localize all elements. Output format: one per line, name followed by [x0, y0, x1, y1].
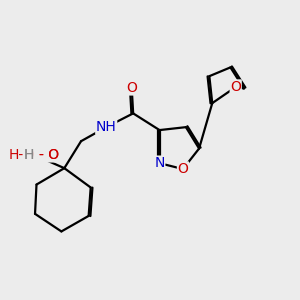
Text: - O: - O — [39, 148, 60, 162]
Text: NH: NH — [96, 120, 117, 134]
Text: O: O — [126, 81, 137, 95]
Text: H: H — [23, 148, 34, 162]
Text: H-O: H-O — [8, 148, 35, 162]
Text: H: H — [23, 148, 34, 162]
Text: O: O — [178, 162, 188, 176]
Text: N: N — [154, 156, 165, 170]
Bar — [17, 148, 47, 163]
Text: - O: - O — [38, 148, 59, 162]
Text: O: O — [230, 80, 241, 94]
